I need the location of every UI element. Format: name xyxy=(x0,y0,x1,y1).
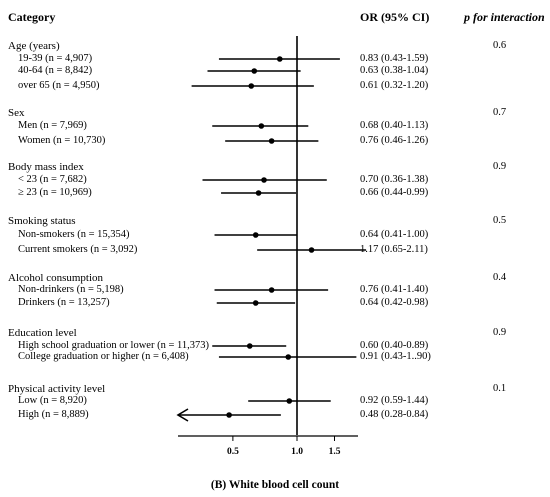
ci-truncation-arrow xyxy=(176,408,189,422)
group-label: Education level xyxy=(8,327,77,339)
or-ci-value: 0.76 (0.41-1.40) xyxy=(360,284,429,295)
subgroup-label: over 65 (n = 4,950) xyxy=(18,80,100,91)
p-interaction-value: 0.4 xyxy=(493,272,507,283)
or-ci-value: 0.63 (0.38-1.04) xyxy=(360,65,429,76)
or-point xyxy=(285,354,292,360)
group-label: Smoking status xyxy=(8,215,76,227)
or-point xyxy=(248,83,255,89)
subgroup-label: 19-39 (n = 4,907) xyxy=(18,53,93,64)
p-interaction-value: 0.7 xyxy=(493,107,507,118)
or-point xyxy=(251,68,258,74)
or-ci-value: 0.76 (0.46-1.26) xyxy=(360,135,429,146)
or-point xyxy=(261,177,267,183)
x-tick-label: 1.5 xyxy=(329,447,341,457)
subgroup-label: Women (n = 10,730) xyxy=(18,135,106,146)
or-point xyxy=(226,412,232,418)
or-ci-value: 0.66 (0.44-0.99) xyxy=(360,187,429,198)
group-label: Alcohol consumption xyxy=(8,272,104,284)
subgroup-label: High school graduation or lower (n = 11,… xyxy=(18,340,209,351)
or-point xyxy=(268,287,275,293)
figure-caption: (B) White blood cell count xyxy=(210,479,340,491)
subgroup-label: Current smokers (n = 3,092) xyxy=(18,244,138,255)
or-point xyxy=(276,56,283,62)
or-point xyxy=(286,398,293,404)
or-point xyxy=(268,138,275,144)
or-ci-value: 0.64 (0.42-0.98) xyxy=(360,297,429,308)
subgroup-label: Non-smokers (n = 15,354) xyxy=(18,229,130,240)
subgroup-label: Non-drinkers (n = 5,198) xyxy=(18,284,124,295)
p-interaction-value: 0.9 xyxy=(493,161,507,172)
or-ci-value: 0.83 (0.43-1.59) xyxy=(360,53,429,64)
or-point xyxy=(246,343,253,349)
subgroup-label: College graduation or higher (n = 6,408) xyxy=(18,351,189,362)
p-interaction-value: 0.5 xyxy=(493,215,507,226)
or-point xyxy=(258,123,265,129)
group-label: Body mass index xyxy=(8,161,84,173)
or-ci-value: 1.17 (0.65-2.11) xyxy=(360,244,428,255)
or-point xyxy=(308,247,315,253)
subgroup-label: Drinkers (n = 13,257) xyxy=(18,297,110,308)
subgroup-label: ≥ 23 (n = 10,969) xyxy=(18,187,92,198)
subgroup-label: < 23 (n = 7,682) xyxy=(18,174,87,185)
subgroup-label: High (n = 8,889) xyxy=(18,409,89,420)
or-ci-value: 0.61 (0.32-1.20) xyxy=(360,80,429,91)
p-interaction-value: 0.1 xyxy=(493,383,507,394)
p-interaction-value: 0.6 xyxy=(493,40,507,51)
x-tick-label: 1.0 xyxy=(291,447,303,457)
or-ci-value: 0.64 (0.41-1.00) xyxy=(360,229,429,240)
or-ci-value: 0.60 (0.40-0.89) xyxy=(360,340,429,351)
group-label: Age (years) xyxy=(8,40,60,52)
or-ci-value: 0.68 (0.40-1.13) xyxy=(360,120,429,131)
or-point xyxy=(255,190,262,196)
or-point xyxy=(252,300,259,306)
subgroup-label: Men (n = 7,969) xyxy=(18,120,87,131)
or-ci-value: 0.48 (0.28-0.84) xyxy=(360,409,429,420)
category-header: Category xyxy=(8,10,56,24)
or-ci-value: 0.91 (0.43-1..90) xyxy=(360,351,431,362)
subgroup-label: Low (n = 8,920) xyxy=(18,395,87,406)
group-label: Sex xyxy=(8,107,25,119)
or-ci-value: 0.70 (0.36-1.38) xyxy=(360,174,429,185)
group-label: Physical activity level xyxy=(8,383,106,395)
p-interaction-value: 0.9 xyxy=(493,327,507,338)
or-ci-value: 0.92 (0.59-1.44) xyxy=(360,395,429,406)
x-tick-label: 0.5 xyxy=(227,447,239,457)
p-interaction-header: p for interaction xyxy=(464,10,545,24)
or-ci-header: OR (95% CI) xyxy=(360,10,430,24)
or-point xyxy=(252,232,259,238)
subgroup-label: 40-64 (n = 8,842) xyxy=(18,65,93,76)
